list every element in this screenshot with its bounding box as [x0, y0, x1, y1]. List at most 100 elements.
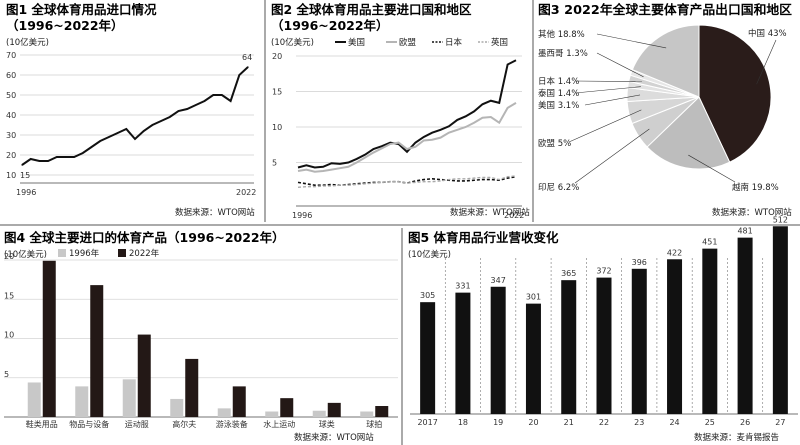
- slice-label: 泰国 1.4%: [538, 88, 579, 99]
- data-label: 422: [667, 248, 682, 257]
- legend-label: 英国: [491, 37, 508, 48]
- bar: [170, 398, 184, 417]
- chart-title: 图5 体育用品行业营收变化: [408, 230, 559, 245]
- bar: [360, 411, 374, 417]
- bar: [737, 237, 753, 414]
- data-point: [212, 94, 214, 96]
- y-tick-label: 70: [6, 51, 16, 60]
- legend-label: 欧盟: [399, 37, 417, 48]
- y-tick-label: 20: [4, 252, 14, 261]
- data-point: [56, 156, 58, 158]
- source-note: 数据来源：WTO网站: [294, 432, 374, 443]
- series-line-3: [297, 175, 517, 189]
- data-point: [221, 94, 223, 96]
- leader-line: [596, 52, 644, 78]
- data-point: [230, 100, 232, 102]
- data-label: 451: [702, 238, 717, 247]
- data-point: [38, 160, 40, 162]
- slice-label: 印尼 6.2%: [538, 182, 579, 193]
- data-point: [73, 156, 75, 158]
- data-point: [99, 140, 101, 142]
- slice-label: 欧盟 5%: [538, 138, 571, 149]
- chart-title: 图1 全球体育用品进口情况: [6, 2, 157, 17]
- y-axis-label: (10亿美元): [4, 249, 47, 260]
- y-tick-label: 10: [6, 171, 16, 180]
- y-tick-label: 5: [272, 159, 277, 168]
- bar: [561, 280, 577, 414]
- bar: [420, 302, 436, 414]
- x-tick-label: 水上运动: [263, 419, 295, 429]
- data-label: 512: [773, 215, 788, 224]
- bar: [772, 226, 788, 414]
- bar: [702, 248, 718, 414]
- data-label: 301: [526, 293, 541, 302]
- source-note: 数据来源：WTO网站: [175, 207, 255, 218]
- data-label: 481: [737, 227, 752, 236]
- x-tick-label: 2022: [504, 211, 524, 220]
- series-line: [21, 66, 249, 166]
- leader-line: [756, 39, 777, 85]
- bar: [667, 259, 683, 414]
- x-tick-label: 18: [458, 418, 468, 427]
- data-point: [125, 128, 127, 130]
- y-axis-label: (10亿美元): [271, 37, 314, 48]
- data-label: 365: [561, 269, 576, 278]
- bar: [375, 406, 389, 417]
- bar: [490, 286, 506, 414]
- data-label: 64: [242, 53, 252, 62]
- slice-label: 美国 3.1%: [538, 100, 579, 111]
- x-tick-label: 1996: [16, 188, 36, 197]
- y-tick-label: 15: [4, 291, 14, 300]
- data-point: [30, 158, 32, 160]
- chart-subtitle: （1996~2022年）: [271, 18, 389, 33]
- data-label: 15: [20, 171, 30, 180]
- data-point: [186, 108, 188, 110]
- y-tick-label: 60: [6, 71, 16, 80]
- x-tick-label: 运动服: [125, 419, 149, 429]
- data-point: [108, 136, 110, 138]
- legend-label: 美国: [348, 37, 365, 48]
- data-label: 347: [491, 276, 506, 285]
- data-point: [82, 152, 84, 154]
- y-tick-label: 30: [6, 131, 16, 140]
- bar: [455, 292, 471, 414]
- data-point: [177, 110, 180, 112]
- x-tick-label: 23: [634, 418, 644, 427]
- leader-line: [574, 86, 641, 94]
- source-note: 数据来源：WTO网站: [450, 207, 530, 218]
- bar: [122, 379, 136, 417]
- x-tick-label: 球拍: [366, 419, 382, 429]
- data-point: [47, 160, 49, 162]
- x-tick-label: 20: [528, 418, 538, 427]
- data-point: [151, 124, 153, 126]
- bar: [631, 268, 647, 414]
- bar: [327, 402, 341, 417]
- y-tick-label: 20: [6, 151, 16, 160]
- data-point: [238, 74, 240, 76]
- y-axis-label: (10亿美元): [6, 37, 49, 48]
- legend-swatch: [58, 249, 66, 257]
- data-label: 305: [420, 291, 435, 300]
- x-tick-label: 22: [599, 418, 609, 427]
- data-label: 396: [632, 258, 647, 267]
- bar: [265, 411, 279, 417]
- chart-title: 图3 2022年全球主要体育产品出口国和地区: [538, 2, 793, 17]
- bar: [312, 410, 326, 417]
- slice-label: 其他 18.8%: [538, 29, 585, 40]
- x-tick-label: 27: [775, 418, 785, 427]
- slice-label: 中国 43%: [748, 28, 787, 39]
- leader-line: [688, 154, 736, 183]
- x-tick-label: 球类: [319, 419, 335, 429]
- y-tick-label: 15: [272, 88, 282, 97]
- data-point: [247, 66, 249, 68]
- data-point: [160, 120, 162, 122]
- source-note: 数据来源：麦肯锡报告: [694, 432, 779, 443]
- x-tick-label: 游泳装备: [216, 419, 248, 429]
- x-tick-label: 物品与设备: [69, 419, 109, 429]
- x-tick-label: 1996: [292, 211, 312, 220]
- x-tick-label: 高尔夫: [172, 419, 196, 429]
- series-line-2: [297, 175, 517, 187]
- pie-slice: [631, 24, 700, 98]
- slice-label: 墨西哥 1.3%: [538, 49, 588, 59]
- chart-subtitle: （1996~2022年）: [6, 18, 124, 33]
